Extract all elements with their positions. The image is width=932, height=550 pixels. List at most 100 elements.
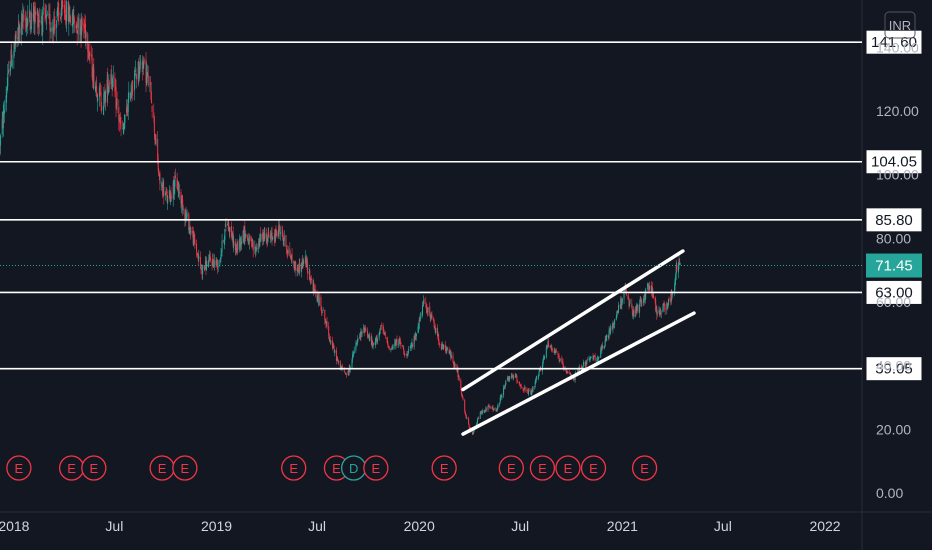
candle-body bbox=[522, 387, 524, 390]
candle-body bbox=[163, 186, 165, 197]
trend-channel[interactable] bbox=[461, 249, 696, 436]
candle-body bbox=[671, 292, 673, 296]
candle-body bbox=[640, 301, 642, 302]
candle-body bbox=[188, 226, 190, 230]
price-axis[interactable]: 0.00 20.00 40.00 60.00 80.00 100.00 120.00 140.… bbox=[876, 39, 919, 501]
candle-body bbox=[1, 119, 3, 135]
candle-body bbox=[254, 247, 256, 249]
candle-body bbox=[132, 91, 134, 93]
candle-body bbox=[504, 386, 506, 388]
current-price-label: 71.45 bbox=[875, 258, 913, 275]
candle-body bbox=[282, 230, 284, 238]
candle-body bbox=[208, 260, 210, 267]
candle-body bbox=[361, 330, 363, 335]
candle-body bbox=[546, 345, 548, 348]
candle-body bbox=[42, 10, 44, 33]
candle-body bbox=[473, 431, 475, 434]
candle-body bbox=[380, 325, 382, 328]
candle-body bbox=[228, 227, 230, 233]
candle-body bbox=[400, 342, 402, 347]
candle-body bbox=[469, 427, 471, 429]
currency-badge[interactable]: INR bbox=[884, 11, 916, 39]
candle-body bbox=[227, 221, 229, 224]
candle-body bbox=[13, 49, 15, 59]
candle-body bbox=[120, 126, 122, 128]
candle-body bbox=[380, 325, 382, 326]
candle-body bbox=[383, 332, 385, 334]
candle-body bbox=[329, 339, 331, 343]
candle-body bbox=[341, 366, 343, 370]
candle-body bbox=[81, 19, 83, 26]
candle-body bbox=[604, 339, 606, 347]
candle-body bbox=[343, 368, 345, 372]
candle-body bbox=[252, 241, 254, 251]
y-tick-label: 80.00 bbox=[876, 230, 911, 246]
candle-body bbox=[262, 232, 264, 240]
candle-body bbox=[65, 19, 67, 23]
candle-body bbox=[635, 306, 637, 311]
candle-body bbox=[458, 376, 460, 381]
candle-body bbox=[339, 361, 341, 370]
candle-body bbox=[674, 279, 676, 286]
candle-body bbox=[534, 386, 536, 388]
candle-body bbox=[94, 86, 96, 92]
candle-body bbox=[102, 107, 104, 109]
candle-body bbox=[108, 84, 110, 90]
candle-body bbox=[297, 265, 299, 272]
candle-body bbox=[464, 399, 466, 412]
candle-body bbox=[449, 352, 451, 354]
candle-body bbox=[394, 342, 396, 346]
candle-body bbox=[92, 77, 94, 82]
candle-body bbox=[204, 267, 206, 270]
candle-body bbox=[220, 254, 222, 260]
candle-body bbox=[555, 350, 557, 353]
candle-body bbox=[586, 360, 588, 365]
candle-body bbox=[619, 305, 621, 307]
x-tick-label: Jul bbox=[105, 518, 123, 534]
candle-body bbox=[627, 296, 629, 299]
candle-body bbox=[129, 92, 131, 100]
candle-body bbox=[34, 10, 36, 24]
candle-body bbox=[173, 188, 175, 194]
candle-body bbox=[495, 408, 497, 410]
candle-body bbox=[430, 315, 432, 319]
candle-body bbox=[18, 29, 20, 31]
candle-body bbox=[151, 99, 153, 104]
candle-body bbox=[612, 323, 614, 330]
candle-body bbox=[631, 303, 633, 308]
candle-body bbox=[534, 381, 536, 386]
candle-body bbox=[154, 133, 156, 137]
candle-body bbox=[450, 352, 452, 359]
earnings-marker-label: E bbox=[181, 461, 190, 476]
candle-body bbox=[441, 344, 443, 347]
candle-body bbox=[234, 242, 236, 251]
candle-body bbox=[399, 339, 401, 342]
candle-body bbox=[360, 333, 362, 334]
currency-label: INR bbox=[889, 18, 911, 33]
time-axis[interactable]: 2018 Jul 2019 Jul 2020 Jul 2021 Jul 2022 bbox=[0, 518, 841, 534]
candle-body bbox=[325, 321, 327, 324]
earnings-marker-label: E bbox=[158, 461, 167, 476]
candle-body bbox=[325, 321, 327, 325]
candle-body bbox=[678, 259, 680, 265]
candle-body bbox=[278, 225, 280, 231]
candle-body bbox=[322, 309, 324, 311]
candle-body bbox=[5, 95, 7, 111]
candle-body bbox=[48, 15, 50, 16]
candle-body bbox=[443, 344, 445, 350]
candle-body bbox=[50, 29, 52, 31]
candle-body bbox=[345, 372, 347, 374]
candle-body bbox=[666, 303, 668, 310]
candle-body bbox=[29, 10, 31, 19]
candle-body bbox=[310, 278, 312, 281]
candle-body bbox=[193, 235, 195, 240]
candle-body bbox=[266, 241, 268, 243]
candle-body bbox=[22, 12, 24, 14]
candle-body bbox=[206, 261, 208, 271]
candle-body bbox=[508, 377, 510, 380]
candle-body bbox=[562, 361, 564, 366]
candle-body bbox=[17, 37, 19, 39]
